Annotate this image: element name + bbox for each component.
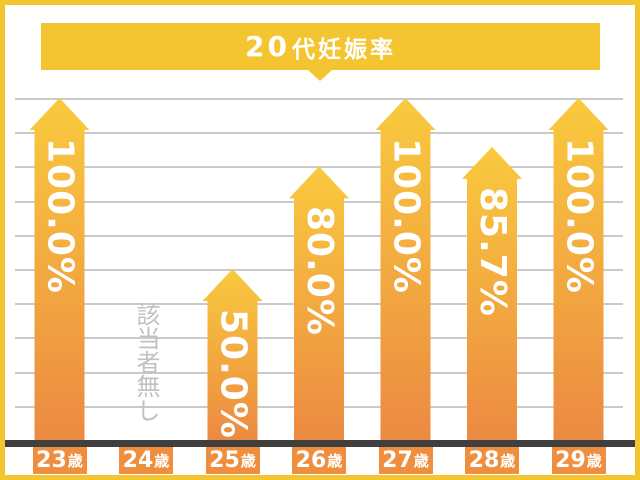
axis-label-number: 29 [555,448,586,473]
axis-label-age-23: 23 歳 [32,447,87,474]
axis-label-number: 26 [295,448,327,473]
axis-label-number: 27 [382,448,413,473]
bar-value-label-age-23: 100.0% [39,138,81,294]
bar-age-29: 100.0% [549,98,609,440]
axis-label-number: 24 [122,448,154,473]
bar-age-28: 85.7% [462,147,522,440]
axis-label-suffix: 歳 [154,452,170,470]
bar-value-label-age-28: 85.7% [472,186,513,317]
bar-value-label-age-29: 100.0% [558,138,600,294]
banner-pointer-triangle [308,70,332,81]
axis-label-number: 25 [209,448,240,473]
bar-value-label-age-27: 100.0% [385,138,427,294]
gridline-100pct [15,98,623,100]
gridline-90pct [15,132,623,135]
axis-label-suffix: 歳 [240,452,256,470]
bar-age-23: 100.0% [30,98,90,440]
axis-label-age-27: 27 歳 [378,447,433,474]
axis-label-suffix: 歳 [500,452,516,470]
axis-label-suffix: 歳 [327,452,343,470]
bar-age-25: 50.0% [203,269,263,440]
axis-label-age-24: 24 歳 [119,447,173,474]
bar-value-label-age-25: 50.0% [212,309,254,439]
axis-label-age-28: 28 歳 [465,447,519,474]
axis-label-age-29: 29 歳 [551,447,606,474]
axis-label-age-25: 25 歳 [205,447,260,474]
chart-title-text: 代妊娠率 [291,36,396,63]
chart-title-number: 20 [245,30,290,63]
x-axis-line [5,440,635,447]
axis-label-suffix: 歳 [413,452,429,470]
chart-title-banner: 20 代妊娠率 [41,23,600,70]
axis-label-number: 23 [36,448,67,473]
axis-label-age-26: 26 歳 [292,447,346,474]
axis-label-suffix: 歳 [586,452,602,470]
axis-label-number: 28 [468,448,500,473]
no-data-text-age-24: 該当者無し [132,302,160,422]
axis-label-suffix: 歳 [67,452,83,470]
bar-value-label-age-26: 80.0% [299,206,340,337]
bar-age-26: 80.0% [289,166,349,440]
bar-age-27: 100.0% [376,98,436,440]
